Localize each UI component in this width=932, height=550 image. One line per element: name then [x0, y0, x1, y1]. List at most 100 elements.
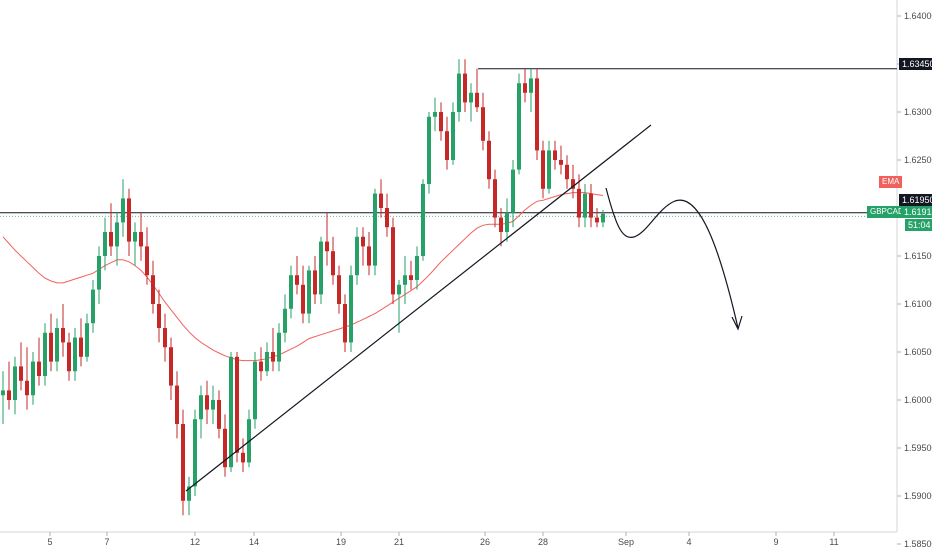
price-tick-label: 1.61000 — [904, 299, 932, 309]
time-tick-label: 7 — [104, 537, 109, 547]
candle-body — [115, 222, 119, 247]
candle-body — [409, 275, 413, 280]
candle-body — [31, 361, 35, 396]
candle-body — [259, 361, 263, 372]
symbol-tag: GBPCAD — [867, 206, 907, 218]
current-price-label: 1.61914 — [901, 206, 932, 218]
price-tick-label: 1.58500 — [904, 539, 932, 549]
candle-body — [235, 356, 239, 453]
candle-body — [415, 256, 419, 280]
candle-body — [67, 342, 71, 372]
time-tick-label: 28 — [538, 537, 548, 547]
candle-body — [163, 328, 167, 348]
candle-body — [439, 112, 443, 132]
candle-body — [421, 184, 425, 256]
candle-body — [13, 366, 17, 400]
price-tick-label: 1.62500 — [904, 155, 932, 165]
candle-body — [271, 352, 275, 362]
price-tick-label: 1.59500 — [904, 443, 932, 453]
bar-countdown: 51:04 — [905, 219, 932, 231]
candle-body — [475, 92, 479, 108]
candle-body — [373, 193, 377, 266]
candle-body — [265, 352, 269, 372]
time-tick-label: Sep — [618, 537, 634, 547]
candle-body — [103, 232, 107, 256]
candle-body — [19, 366, 23, 381]
candle-body — [157, 304, 161, 328]
horizontal-levels — [0, 68, 897, 217]
candle-body — [349, 275, 353, 343]
candle-body — [127, 198, 131, 242]
candle-body — [601, 213, 605, 223]
candle-body — [463, 73, 467, 103]
candle-body — [403, 275, 407, 285]
candle-body — [517, 83, 521, 170]
candle-body — [457, 73, 461, 112]
candle-body — [433, 112, 437, 117]
candle-body — [97, 256, 101, 290]
level-label-lower: 1.61950 — [899, 194, 932, 206]
candle-body — [25, 380, 29, 396]
price-axis[interactable]: 1.640001.635001.630001.625001.620001.615… — [897, 11, 932, 549]
candle-body — [211, 400, 215, 410]
candle-body — [61, 328, 65, 343]
candle-body — [283, 308, 287, 333]
candle-body — [229, 356, 233, 468]
candle-body — [367, 246, 371, 266]
time-tick-label: 12 — [190, 537, 200, 547]
candle-body — [499, 217, 503, 232]
candle-body — [481, 107, 485, 141]
candle-body — [151, 275, 155, 304]
price-tick-label: 1.64000 — [904, 11, 932, 21]
ema-tag: EMA — [879, 176, 903, 188]
candle-body — [217, 400, 221, 429]
candle-body — [397, 284, 401, 295]
price-tick-label: 1.63000 — [904, 107, 932, 117]
candle-body — [445, 131, 449, 160]
candle-body — [379, 193, 383, 208]
candle-body — [301, 284, 305, 314]
candle-body — [37, 361, 41, 376]
candle-body — [121, 198, 125, 223]
candle-body — [451, 112, 455, 160]
candle-body — [547, 150, 551, 189]
candle-body — [385, 208, 389, 228]
time-tick-label: 11 — [829, 537, 838, 547]
time-tick-label: 26 — [480, 537, 490, 547]
candle-body — [85, 323, 89, 357]
candle-body — [511, 169, 515, 213]
time-axis[interactable]: 5 7 12 14 19 21 26 28 Sep 4 9 11 — [47, 532, 839, 547]
candle-body — [361, 236, 365, 247]
candle-body — [325, 241, 329, 252]
candle-body — [535, 78, 539, 151]
level-label-upper: 1.63450 — [899, 58, 932, 70]
time-tick-label: 4 — [686, 537, 691, 547]
candle-body — [313, 270, 317, 295]
projection-arrow[interactable] — [605, 187, 739, 329]
candle-body — [355, 236, 359, 276]
candle-body — [145, 246, 149, 276]
price-tick-label: 1.61500 — [904, 251, 932, 261]
candle-body — [205, 395, 209, 410]
candle-body — [427, 116, 431, 184]
candle-body — [139, 232, 143, 247]
candle-body — [523, 83, 527, 93]
candle-body — [559, 160, 563, 165]
candle-body — [337, 275, 341, 304]
candle-body — [133, 232, 137, 242]
candle-body — [253, 361, 257, 420]
candle-body — [541, 150, 545, 189]
candle-body — [241, 452, 245, 463]
candle-body — [1, 390, 5, 396]
candle-body — [43, 332, 47, 376]
candle-body — [223, 428, 227, 468]
candle-body — [55, 328, 59, 362]
candle-body — [529, 78, 533, 93]
candle-body — [565, 164, 569, 180]
price-tick-label: 1.60500 — [904, 347, 932, 357]
trendline[interactable] — [185, 124, 652, 492]
candle-body — [169, 347, 173, 386]
candle-body — [73, 337, 77, 372]
time-tick-label: 5 — [47, 537, 52, 547]
